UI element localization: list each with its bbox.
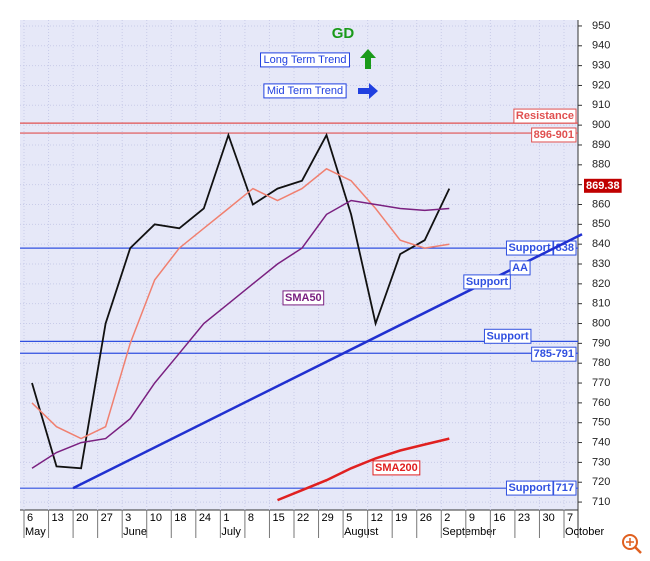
trendline-note-box <box>509 260 531 276</box>
series-label: SMA200 <box>375 462 418 474</box>
y-tick-label: 930 <box>592 60 610 72</box>
y-tick-label: 920 <box>592 79 610 91</box>
series-label: SMA50 <box>285 292 322 304</box>
y-tick-label: 780 <box>592 357 610 369</box>
resistance-label-box <box>513 108 577 124</box>
trend-note-box <box>260 52 350 68</box>
x-tick-label: 19 <box>395 512 407 524</box>
x-tick-label: 13 <box>52 512 64 524</box>
support-label: Support <box>508 482 550 494</box>
y-tick-label: 790 <box>592 337 610 349</box>
y-tick-label: 770 <box>592 377 610 389</box>
series-label-box <box>282 290 325 306</box>
x-tick-label: 27 <box>101 512 113 524</box>
support-label-box <box>505 480 554 496</box>
support-value: 785-791 <box>534 348 574 360</box>
y-tick-label: 910 <box>592 99 610 111</box>
y-tick-label: 940 <box>592 40 610 52</box>
last-price-box <box>584 178 622 193</box>
y-tick-label: 720 <box>592 476 610 488</box>
support-value-box <box>531 346 577 362</box>
y-tick-label: 840 <box>592 238 610 250</box>
y-tick-label: 850 <box>592 218 610 230</box>
trend-note: Long Term Trend <box>264 54 347 66</box>
zoom-icon[interactable] <box>622 534 642 554</box>
resistance-label: Resistance <box>516 110 574 122</box>
y-tick-label: 900 <box>592 119 610 131</box>
x-tick-label: 5 <box>346 512 352 524</box>
y-tick-label: 750 <box>592 417 610 429</box>
y-tick-label: 740 <box>592 436 610 448</box>
y-tick-label: 810 <box>592 298 610 310</box>
y-tick-label: 890 <box>592 139 610 151</box>
last-price: 869.38 <box>586 180 620 192</box>
support-value: 717 <box>556 482 574 494</box>
trendline-note: AA <box>512 262 528 274</box>
x-tick-label: 26 <box>420 512 432 524</box>
chart-title: GD <box>332 25 355 42</box>
x-tick-label: 23 <box>518 512 530 524</box>
x-tick-label: 10 <box>150 512 162 524</box>
y-tick-label: 830 <box>592 258 610 270</box>
x-tick-label: 30 <box>542 512 554 524</box>
trend-arrow <box>358 83 378 99</box>
month-label: September <box>442 526 496 538</box>
trend-note: Mid Term Trend <box>267 85 343 97</box>
y-tick-label: 860 <box>592 198 610 210</box>
resistance-range: 896-901 <box>534 129 574 141</box>
x-tick-label: 24 <box>199 512 211 524</box>
y-tick-label: 880 <box>592 159 610 171</box>
support-label: Support <box>486 330 528 342</box>
trendline-label-box <box>463 274 511 290</box>
series-line <box>277 437 450 502</box>
x-tick-label: 16 <box>493 512 505 524</box>
x-tick-label: 18 <box>174 512 186 524</box>
trend-note-box <box>263 83 347 99</box>
trend-arrow <box>360 49 376 69</box>
y-tick-label: 800 <box>592 317 610 329</box>
zoom-circle[interactable] <box>622 534 638 550</box>
month-label: July <box>221 526 241 538</box>
x-tick-label: 9 <box>469 512 475 524</box>
support-label: Support <box>508 242 550 254</box>
x-tick-label: 7 <box>567 512 573 524</box>
y-tick-label: 950 <box>592 20 610 32</box>
trendline-label: Support <box>466 276 508 288</box>
x-tick-label: 6 <box>27 512 33 524</box>
x-tick-label: 15 <box>272 512 284 524</box>
x-tick-label: 3 <box>125 512 131 524</box>
x-tick-label: 20 <box>76 512 88 524</box>
x-tick-label: 22 <box>297 512 309 524</box>
x-tick-label: 12 <box>371 512 383 524</box>
y-tick-label: 820 <box>592 278 610 290</box>
y-tick-label: 710 <box>592 496 610 508</box>
month-label: October <box>565 526 604 538</box>
plot-background <box>20 20 578 510</box>
x-tick-label: 1 <box>223 512 229 524</box>
zoom-handle[interactable] <box>634 546 642 554</box>
y-tick-label: 730 <box>592 456 610 468</box>
x-tick-label: 8 <box>248 512 254 524</box>
month-label: June <box>123 526 147 538</box>
series-line <box>31 132 451 470</box>
series-line <box>31 199 450 469</box>
y-tick-label: 760 <box>592 397 610 409</box>
series-label-box <box>372 460 421 476</box>
resistance-range-box <box>531 127 577 143</box>
support-label-box <box>483 328 532 344</box>
month-label: May <box>25 526 46 538</box>
support-value-box <box>553 480 577 496</box>
series-line <box>31 167 450 440</box>
x-tick-label: 2 <box>444 512 450 524</box>
month-label: August <box>344 526 378 538</box>
x-tick-label: 29 <box>322 512 334 524</box>
